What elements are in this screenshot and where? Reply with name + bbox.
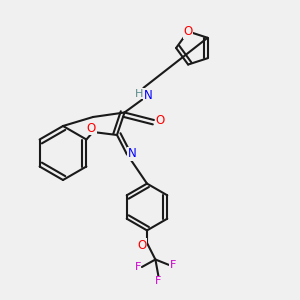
Text: O: O xyxy=(184,25,193,38)
Text: N: N xyxy=(143,89,152,102)
Text: N: N xyxy=(128,147,136,160)
Text: F: F xyxy=(155,276,162,286)
Text: O: O xyxy=(87,122,96,135)
Text: F: F xyxy=(170,260,176,270)
Text: H: H xyxy=(135,89,143,99)
Text: O: O xyxy=(137,239,146,252)
Text: O: O xyxy=(156,113,165,127)
Text: F: F xyxy=(134,262,141,272)
